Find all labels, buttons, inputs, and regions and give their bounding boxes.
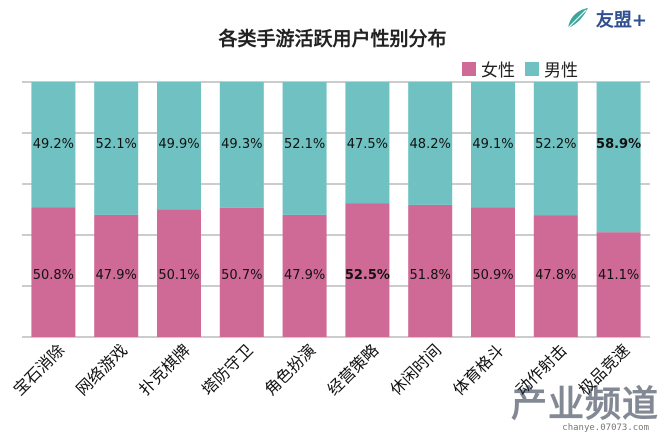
data-label-male: 49.2% xyxy=(33,137,74,152)
data-label-female: 50.1% xyxy=(158,268,199,283)
legend-item-female: 女性 xyxy=(462,56,515,81)
category-label: 经营策略 xyxy=(324,340,383,399)
bar-male xyxy=(408,82,453,205)
data-label-female: 50.9% xyxy=(472,268,513,283)
category-label: 宝石消除 xyxy=(10,340,69,399)
logo-text: 友盟+ xyxy=(595,10,647,31)
bar-male xyxy=(345,82,390,204)
data-label-male: 48.2% xyxy=(410,137,451,152)
bar-male xyxy=(596,82,641,233)
data-label-female: 52.5% xyxy=(345,268,390,283)
bar-male xyxy=(471,82,515,208)
bar-female xyxy=(471,207,515,337)
data-label-female: 47.9% xyxy=(284,268,325,283)
data-label-male: 58.9% xyxy=(596,137,641,152)
data-label-female: 50.7% xyxy=(221,268,262,283)
chart-title: 各类手游活跃用户性别分布 xyxy=(218,28,447,50)
category-label: 塔防守卫 xyxy=(198,340,257,399)
chart-legend: 女性 男性 xyxy=(462,56,578,81)
data-label-male: 49.9% xyxy=(158,137,199,152)
bar-female xyxy=(94,214,139,337)
data-label-male: 52.1% xyxy=(96,137,137,152)
watermark-text: 产业频道 xyxy=(510,384,659,425)
leaf-logo-icon xyxy=(567,8,588,29)
bar-female xyxy=(533,215,578,337)
legend-swatch-male xyxy=(525,61,539,76)
data-label-female: 47.8% xyxy=(535,268,576,283)
data-label-male: 49.3% xyxy=(221,137,262,152)
category-label: 角色扮演 xyxy=(261,340,320,399)
bar-female xyxy=(219,207,264,337)
category-label: 体育格斗 xyxy=(449,340,508,399)
umeng-logo: 友盟+ xyxy=(564,6,647,32)
category-label: 扑克棋牌 xyxy=(135,340,194,399)
category-label: 网络游戏 xyxy=(72,340,131,399)
bar-female xyxy=(157,209,201,337)
watermark-url: chanye.07073.com xyxy=(562,423,649,433)
bar-female xyxy=(282,214,327,337)
bar-male xyxy=(219,82,264,208)
data-label-male: 52.1% xyxy=(284,137,325,152)
data-label-male: 49.1% xyxy=(472,137,513,152)
data-label-female: 41.1% xyxy=(598,268,639,283)
legend-swatch-female xyxy=(462,61,476,76)
data-label-male: 47.5% xyxy=(347,137,388,152)
bar-male xyxy=(533,82,578,216)
data-label-female: 47.9% xyxy=(96,268,137,283)
data-label-female: 51.8% xyxy=(410,268,451,283)
bar-male xyxy=(282,82,327,215)
bar-female xyxy=(31,207,76,337)
bar-female xyxy=(596,232,641,337)
data-label-female: 50.8% xyxy=(33,268,74,283)
legend-item-male: 男性 xyxy=(525,56,578,81)
data-label-male: 52.2% xyxy=(535,137,576,152)
bar-female xyxy=(345,203,390,337)
bar-male xyxy=(157,82,201,210)
category-label: 休闲时间 xyxy=(386,340,445,399)
bar-female xyxy=(408,204,453,337)
bar-male xyxy=(94,82,139,215)
bar-male xyxy=(31,82,76,208)
legend-label-female: 女性 xyxy=(481,61,515,81)
legend-label-male: 男性 xyxy=(544,61,578,81)
